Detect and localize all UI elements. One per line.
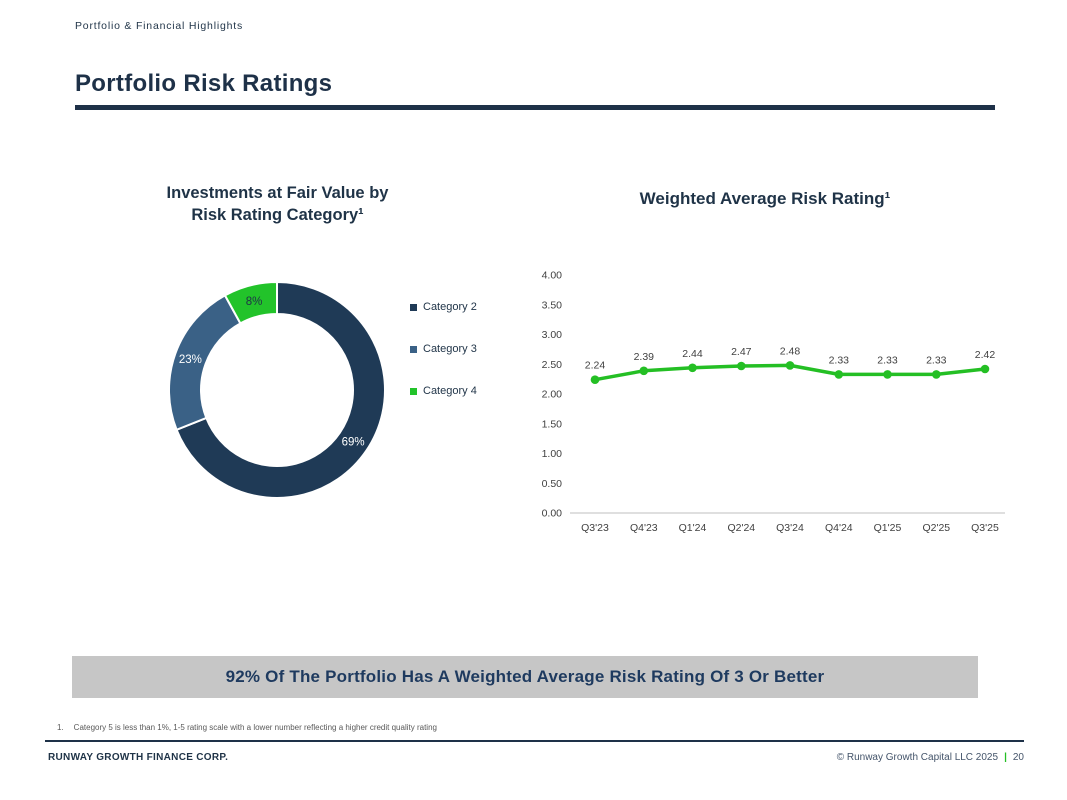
footer-page-number: 20 [1012, 752, 1024, 763]
y-axis-tick-label: 3.00 [542, 329, 563, 341]
footnote: 1. Category 5 is less than 1%, 1-5 rating… [57, 723, 437, 732]
legend-item-category-4: Category 4 [410, 385, 477, 397]
donut-chart-title: Investments at Fair Value by Risk Rating… [166, 184, 389, 225]
legend-swatch [410, 345, 417, 353]
title-underline [75, 105, 995, 110]
data-point-label: 2.48 [780, 345, 801, 357]
data-point-label: 2.39 [634, 351, 655, 363]
footer-company-name: RUNWAY GROWTH FINANCE CORP. [48, 752, 229, 763]
page-title: Portfolio Risk Ratings [75, 70, 333, 97]
legend-item-category-2: Category 2 [410, 301, 477, 313]
footnote-number: 1. [57, 723, 64, 732]
x-axis-tick-label: Q3'23 [581, 522, 609, 534]
x-axis-tick-label: Q3'25 [971, 522, 999, 534]
data-point-marker [980, 364, 990, 374]
donut-slice-percentage-label: 23% [179, 354, 202, 366]
legend-swatch [410, 387, 417, 395]
y-axis-tick-label: 0.50 [542, 478, 563, 490]
x-axis-tick-label: Q2'24 [727, 522, 755, 534]
data-point-marker [688, 363, 697, 373]
footer-divider-line [45, 740, 1024, 742]
x-axis-tick-label: Q3'24 [776, 522, 804, 534]
donut-slice-percentage-label: 8% [246, 296, 263, 308]
data-point-label: 2.33 [877, 354, 898, 366]
data-point-marker [834, 370, 844, 379]
footer-right: © Runway Growth Capital LLC 2025 | 20 [837, 752, 1024, 763]
data-point-label: 2.47 [731, 346, 752, 358]
donut-slice-category-4 [223, 280, 278, 325]
data-point-marker [785, 361, 795, 370]
donut-chart-svg: 69% 23% 8% [167, 280, 386, 499]
donut-legend: Category 2 Category 3 Category 4 [410, 301, 477, 397]
donut-slice-percentage-label: 69% [342, 437, 365, 449]
x-axis-tick-label: Q4'23 [630, 522, 658, 534]
line-chart-svg: 4.00 3.50 3.00 2.50 2.00 1.50 1.00 0.50 0.00 Q3'2… [542, 270, 1005, 534]
y-axis-tick-label: 0.00 [542, 508, 563, 520]
legend-swatch [410, 303, 417, 311]
footnote-text: Category 5 is less than 1%, 1-5 rating s… [73, 723, 437, 732]
data-point-marker [883, 370, 892, 379]
data-point-label: 2.33 [926, 354, 947, 366]
x-axis-tick-label: Q1'24 [679, 522, 707, 534]
x-axis-tick-label: Q1'25 [874, 522, 902, 534]
data-point-marker [932, 370, 941, 379]
data-point-label: 2.24 [585, 360, 606, 372]
legend-label: Category 4 [423, 385, 477, 397]
data-point-label: 2.42 [975, 349, 996, 361]
data-point-marker [590, 375, 600, 384]
line-chart-title: Weighted Average Risk Rating¹ [639, 189, 891, 208]
y-axis-tick-label: 3.50 [542, 299, 563, 311]
highlight-banner: 92% Of The Portfolio Has A Weighted Aver… [72, 656, 978, 698]
data-point-label: 2.33 [829, 354, 850, 366]
data-point-marker [737, 361, 746, 371]
data-point-label: 2.44 [682, 348, 703, 360]
y-axis-tick-label: 4.00 [542, 270, 563, 282]
y-axis-tick-label: 2.00 [542, 389, 563, 401]
footer-pipe-separator: | [1004, 752, 1007, 763]
y-axis-tick-label: 2.50 [542, 359, 563, 371]
y-axis-tick-label: 1.00 [542, 448, 563, 460]
x-axis-tick-label: Q2'25 [922, 522, 950, 534]
data-point-marker [639, 366, 649, 376]
section-eyebrow: Portfolio & Financial Highlights [75, 20, 244, 32]
legend-label: Category 3 [423, 343, 477, 355]
legend-item-category-3: Category 3 [410, 343, 477, 355]
footer-copyright: © Runway Growth Capital LLC 2025 [836, 752, 999, 763]
legend-label: Category 2 [423, 301, 477, 313]
donut-slice-category-2 [175, 280, 386, 499]
x-axis-tick-label: Q4'24 [825, 522, 853, 534]
y-axis-tick-label: 1.50 [542, 418, 563, 430]
